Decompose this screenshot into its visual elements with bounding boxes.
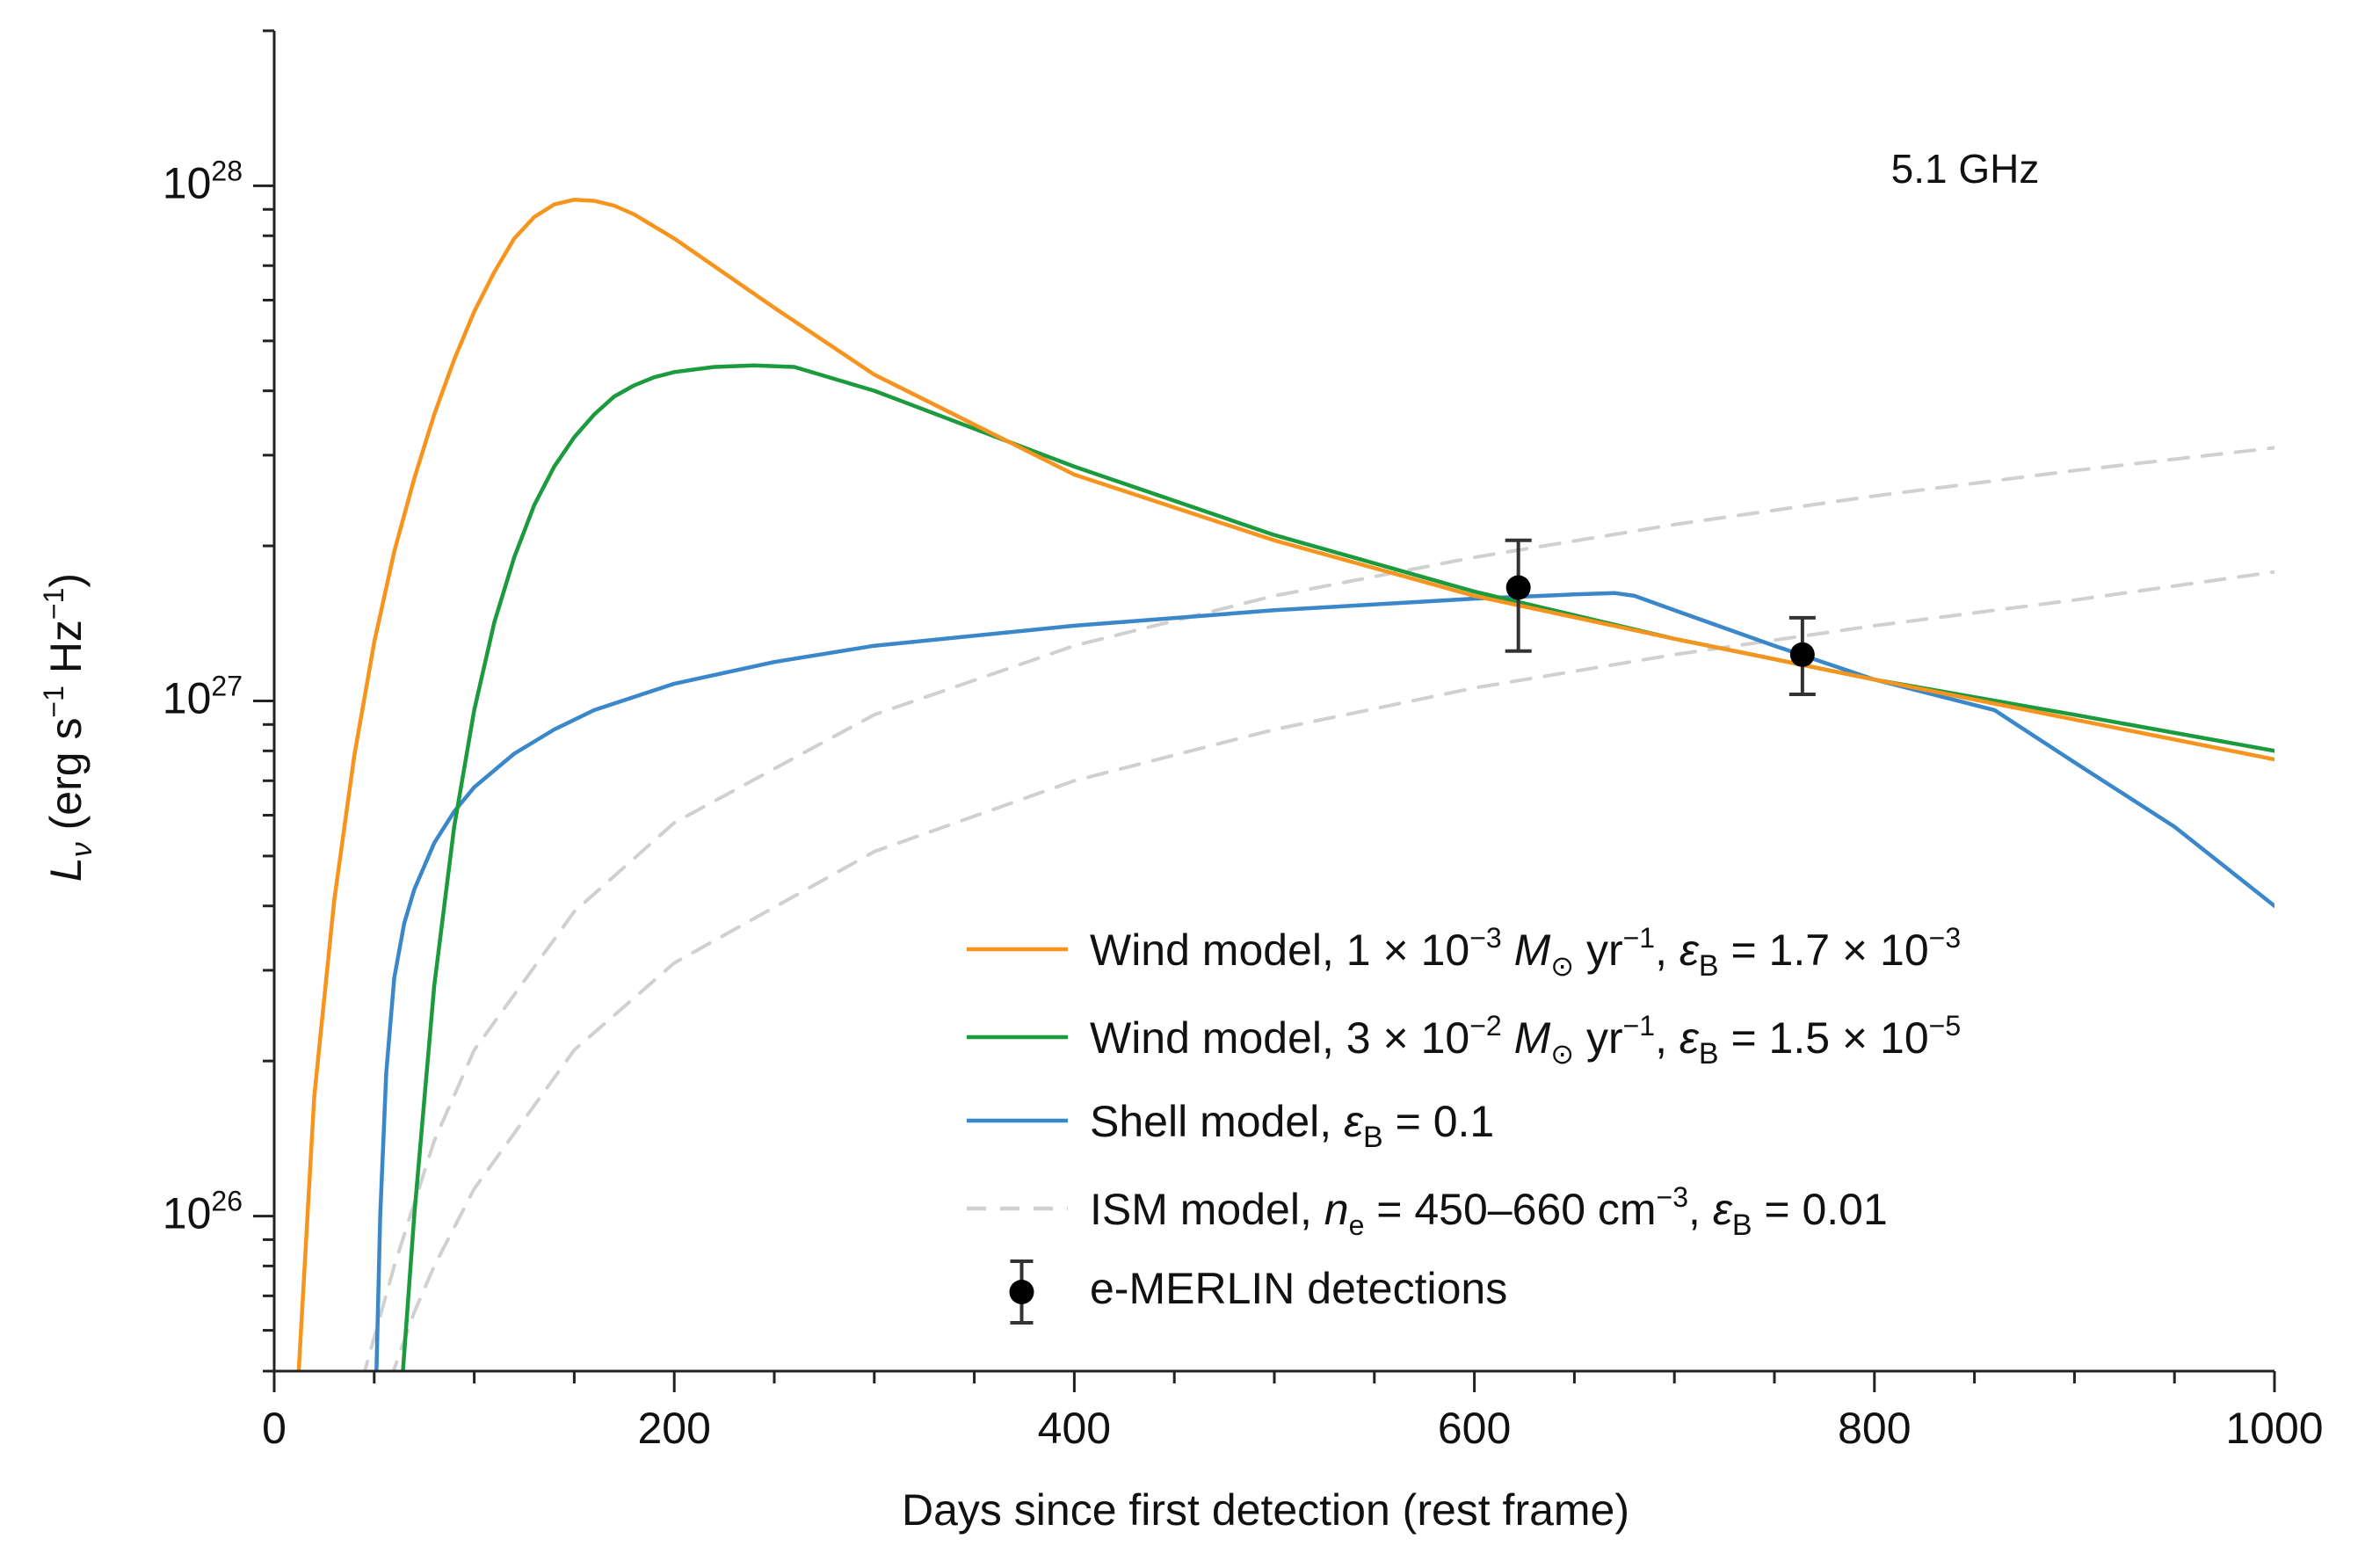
axes: 0 200 400 600 800 1000 1026 1027 1028 Days since … [38, 29, 2324, 1535]
legend: Wind model, 1 × 10−3 M⊙ yr−1, εB = 1.7 ×… [967, 922, 1961, 1325]
legend-entry-gray: ISM model, ne = 450–660 cm−3, εB = 0.01 [967, 1181, 1888, 1242]
y-tick-label: 1028 [163, 155, 243, 207]
x-tick-label: 200 [637, 1404, 710, 1453]
detection-marker [1789, 642, 1815, 667]
detection-point-1 [1788, 615, 1816, 696]
y-axis-title: Lν (erg s−1 Hz−1) [38, 573, 98, 882]
plot-area [296, 197, 2274, 1371]
legend-label: Wind model, 3 × 10−2 M⊙ yr−1, εB = 1.5 ×… [1090, 1010, 1961, 1071]
detection-point-0 [1505, 538, 1532, 653]
series-line-0 [296, 197, 2274, 1371]
x-axis-title: Days since first detection (rest frame) [902, 1485, 1629, 1535]
legend-label: Shell model, εB = 0.1 [1090, 1097, 1494, 1154]
x-tick-label: 1000 [2225, 1404, 2323, 1453]
legend-entry-points: e-MERLIN detections [1009, 1259, 1507, 1325]
series-line-3 [362, 446, 2274, 1371]
legend-label: e-MERLIN detections [1090, 1264, 1507, 1313]
x-tick-label: 600 [1438, 1404, 1511, 1453]
frequency-annotation: 5.1 GHz [1891, 146, 2040, 192]
y-tick-label: 1026 [163, 1186, 243, 1238]
legend-entry-green: Wind model, 3 × 10−2 M⊙ yr−1, εB = 1.5 ×… [967, 1010, 1961, 1071]
x-tick-label: 0 [262, 1404, 287, 1453]
legend-entry-blue: Shell model, εB = 0.1 [967, 1097, 1494, 1154]
detection-marker [1505, 575, 1531, 600]
legend-marker [1009, 1280, 1034, 1304]
legend-label: ISM model, ne = 450–660 cm−3, εB = 0.01 [1090, 1181, 1888, 1242]
series-line-4 [391, 570, 2274, 1371]
x-tick-label: 400 [1038, 1404, 1111, 1453]
series-line-2 [374, 591, 2274, 1371]
legend-entry-orange: Wind model, 1 × 10−3 M⊙ yr−1, εB = 1.7 ×… [967, 922, 1961, 983]
series-line-1 [401, 363, 2274, 1371]
legend-label: Wind model, 1 × 10−3 M⊙ yr−1, εB = 1.7 ×… [1090, 922, 1961, 983]
x-tick-label: 800 [1838, 1404, 1911, 1453]
y-tick-label: 1027 [163, 671, 243, 723]
